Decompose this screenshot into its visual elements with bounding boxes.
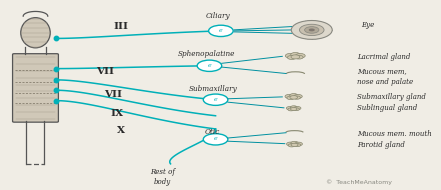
Circle shape xyxy=(290,96,298,99)
Text: Mucous mem,: Mucous mem, xyxy=(357,67,407,75)
Text: Parotid gland: Parotid gland xyxy=(357,141,405,149)
Circle shape xyxy=(285,53,295,58)
Text: III: III xyxy=(114,22,129,31)
Circle shape xyxy=(285,94,294,98)
Text: nose and palate: nose and palate xyxy=(357,78,413,86)
Text: VII: VII xyxy=(104,89,122,99)
Circle shape xyxy=(295,55,303,59)
Circle shape xyxy=(294,94,302,98)
Circle shape xyxy=(203,134,228,145)
Circle shape xyxy=(291,141,298,145)
Circle shape xyxy=(291,55,300,59)
Circle shape xyxy=(287,96,294,100)
Text: X: X xyxy=(117,126,125,135)
Circle shape xyxy=(203,94,228,105)
Circle shape xyxy=(287,142,295,146)
Circle shape xyxy=(309,28,315,31)
Circle shape xyxy=(291,108,297,111)
Text: Otic: Otic xyxy=(205,127,220,135)
Circle shape xyxy=(293,108,299,111)
Circle shape xyxy=(295,54,305,58)
Circle shape xyxy=(291,143,298,146)
Text: Eye: Eye xyxy=(361,21,374,29)
Circle shape xyxy=(294,107,301,110)
Text: e: e xyxy=(214,136,217,141)
Circle shape xyxy=(294,144,301,147)
Circle shape xyxy=(288,108,294,111)
Text: e: e xyxy=(208,63,211,68)
Circle shape xyxy=(288,55,296,59)
Text: VII: VII xyxy=(96,67,114,76)
Text: e: e xyxy=(219,28,223,33)
Text: Ciliary: Ciliary xyxy=(206,12,230,20)
Text: ©  TeachMeAnatomy: © TeachMeAnatomy xyxy=(326,179,392,184)
Circle shape xyxy=(292,21,332,39)
Text: Submaxillary gland: Submaxillary gland xyxy=(357,93,426,101)
Ellipse shape xyxy=(21,18,50,48)
Circle shape xyxy=(209,25,233,36)
Circle shape xyxy=(293,96,300,99)
Circle shape xyxy=(197,60,222,71)
Text: Lacrimal gland: Lacrimal gland xyxy=(357,53,410,61)
Circle shape xyxy=(295,142,303,146)
Circle shape xyxy=(290,93,298,97)
Text: IX: IX xyxy=(111,109,124,118)
Circle shape xyxy=(288,144,295,147)
Text: Submaxillary: Submaxillary xyxy=(188,85,237,93)
Text: Rest of
body: Rest of body xyxy=(150,169,175,186)
Circle shape xyxy=(286,106,294,110)
Circle shape xyxy=(291,52,300,57)
Circle shape xyxy=(305,27,319,33)
Text: Sphenopalatine: Sphenopalatine xyxy=(177,50,235,58)
Text: Mucous mem. mouth: Mucous mem. mouth xyxy=(357,130,432,138)
Circle shape xyxy=(299,24,324,36)
Text: e: e xyxy=(214,97,217,102)
Circle shape xyxy=(290,106,297,109)
Text: Sublingual gland: Sublingual gland xyxy=(357,104,417,112)
FancyBboxPatch shape xyxy=(12,54,58,122)
